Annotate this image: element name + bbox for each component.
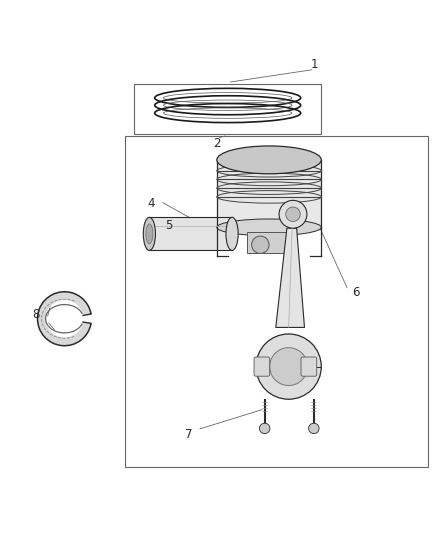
Circle shape	[256, 334, 321, 399]
Text: 4: 4	[148, 197, 155, 210]
FancyBboxPatch shape	[301, 357, 317, 376]
Circle shape	[279, 200, 307, 228]
Polygon shape	[276, 228, 304, 327]
Text: 8: 8	[32, 308, 40, 321]
FancyBboxPatch shape	[254, 357, 270, 376]
Bar	[149, 217, 232, 251]
Bar	[247, 232, 287, 254]
Text: 6: 6	[352, 286, 360, 299]
Circle shape	[259, 423, 270, 434]
Bar	[134, 84, 321, 134]
Ellipse shape	[217, 219, 321, 236]
Bar	[125, 136, 428, 467]
Text: 1: 1	[311, 58, 318, 70]
Circle shape	[286, 207, 300, 222]
Text: 7: 7	[185, 427, 192, 441]
Text: 2: 2	[213, 138, 221, 150]
Text: 5: 5	[165, 219, 173, 232]
Circle shape	[270, 348, 307, 385]
Polygon shape	[38, 292, 91, 346]
Ellipse shape	[143, 217, 155, 251]
Polygon shape	[217, 160, 321, 228]
Circle shape	[252, 236, 269, 254]
Circle shape	[309, 423, 319, 434]
Ellipse shape	[226, 217, 238, 251]
Ellipse shape	[217, 146, 321, 174]
Ellipse shape	[146, 224, 153, 244]
